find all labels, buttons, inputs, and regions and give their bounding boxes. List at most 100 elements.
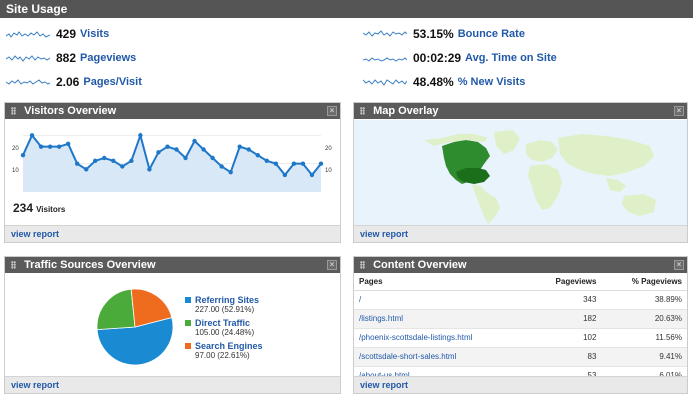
visitors-overview-title: Visitors Overview (24, 105, 117, 117)
pie-slice-referring-sites[interactable] (96, 317, 174, 366)
legend-item-referring-sites[interactable]: Referring Sites 227.00 (52.91%) (185, 295, 263, 314)
visitors-data-point[interactable] (282, 172, 288, 178)
page-link[interactable]: /listings.html (354, 309, 530, 329)
legend-name[interactable]: Direct Traffic (195, 318, 251, 328)
content-overview-footer: view report (354, 376, 687, 393)
close-icon[interactable]: × (674, 260, 684, 270)
map-region-asia[interactable] (558, 134, 654, 176)
visitors-data-point[interactable] (264, 158, 270, 164)
visitors-data-point[interactable] (65, 141, 71, 147)
metric-label[interactable]: Bounce Rate (457, 28, 525, 40)
visitors-data-point[interactable] (102, 155, 107, 161)
pie-slice-direct-traffic[interactable] (96, 288, 136, 331)
view-report-link[interactable]: view report (360, 229, 409, 239)
table-row: /scottsdale-short-sales.html 83 9.41% (354, 347, 687, 367)
visitors-data-point[interactable] (138, 133, 143, 138)
map-region-africa[interactable] (528, 164, 562, 210)
legend-name[interactable]: Search Engines (195, 341, 263, 351)
site-usage-section: Site Usage 429 Visits 882 Pageviews 2.06… (0, 0, 693, 98)
page-link[interactable]: / (354, 290, 530, 310)
visitors-data-point[interactable] (210, 155, 215, 161)
visitors-data-point[interactable] (300, 161, 306, 166)
legend-item-search-engines[interactable]: Search Engines 97.00 (22.61%) (185, 341, 263, 360)
view-report-link[interactable]: view report (11, 380, 60, 390)
visitors-data-point[interactable] (228, 169, 233, 175)
metric-label[interactable]: Visits (80, 28, 110, 40)
visitors-data-point[interactable] (111, 158, 116, 164)
column-header-pages[interactable]: Pages (354, 274, 530, 291)
view-report-link[interactable]: view report (11, 229, 60, 239)
visitors-data-point[interactable] (174, 147, 179, 152)
visitors-data-point[interactable] (84, 167, 89, 172)
map-region-usa[interactable] (456, 168, 490, 184)
visitors-overview-header[interactable]: Visitors Overview × (5, 103, 340, 119)
map-region-greenland[interactable] (494, 130, 520, 154)
metric-pages-per-visit[interactable]: 2.06 Pages/Visit (6, 72, 142, 92)
visitors-data-point[interactable] (120, 164, 125, 169)
visitors-data-point[interactable] (219, 164, 224, 169)
metric-new-visits[interactable]: 48.48% % New Visits (363, 72, 525, 92)
metric-label[interactable]: Pageviews (80, 52, 137, 64)
metric-label[interactable]: % New Visits (457, 76, 526, 88)
traffic-sources-panel: Traffic Sources Overview × Referring Sit… (4, 256, 341, 394)
map-region-australia[interactable] (622, 194, 656, 216)
visitors-data-point[interactable] (156, 150, 161, 155)
legend-name[interactable]: Referring Sites (195, 295, 260, 305)
legend-item-direct-traffic[interactable]: Direct Traffic 105.00 (24.48%) (185, 318, 263, 337)
visitors-data-point[interactable] (201, 147, 206, 152)
world-map[interactable] (354, 120, 687, 226)
visitors-data-point[interactable] (165, 144, 170, 149)
view-report-link[interactable]: view report (360, 380, 409, 390)
visitors-data-point[interactable] (309, 172, 315, 178)
visitors-data-point[interactable] (246, 147, 251, 152)
visitors-data-point[interactable] (29, 133, 35, 138)
page-link[interactable]: /scottsdale-short-sales.html (354, 347, 530, 367)
traffic-sources-header[interactable]: Traffic Sources Overview × (5, 257, 340, 273)
metric-label[interactable]: Avg. Time on Site (465, 52, 557, 64)
close-icon[interactable]: × (327, 260, 337, 270)
traffic-legend: Referring Sites 227.00 (52.91%) Direct T… (185, 295, 263, 364)
visitors-data-point[interactable] (183, 155, 188, 161)
metric-visits[interactable]: 429 Visits (6, 24, 109, 44)
column-header-pct-pageviews[interactable]: % Pageviews (601, 274, 687, 291)
metric-pageviews[interactable]: 882 Pageviews (6, 48, 136, 68)
drag-handle-icon[interactable] (11, 261, 16, 269)
metric-value: 429 (56, 27, 77, 41)
map-region-canada-north[interactable] (424, 134, 488, 146)
content-overview-title: Content Overview (373, 259, 467, 271)
visitors-data-point[interactable] (192, 138, 197, 144)
drag-handle-icon[interactable] (11, 107, 16, 115)
visitors-data-point[interactable] (237, 144, 242, 149)
visitors-data-point[interactable] (273, 161, 279, 166)
content-overview-header[interactable]: Content Overview × (354, 257, 687, 273)
map-region-europe[interactable] (526, 140, 558, 162)
close-icon[interactable]: × (327, 106, 337, 116)
visitors-data-point[interactable] (147, 167, 152, 172)
visitors-data-point[interactable] (318, 161, 324, 166)
visitors-data-point[interactable] (20, 152, 26, 158)
pct-cell: 11.56% (601, 328, 687, 348)
metric-bounce-rate[interactable]: 53.15% Bounce Rate (363, 24, 525, 44)
map-region-north-america[interactable] (442, 140, 490, 184)
visitors-data-point[interactable] (47, 144, 53, 149)
pie-slice-search-engines[interactable] (130, 288, 173, 328)
visitors-data-point[interactable] (93, 158, 98, 164)
column-header-pageviews[interactable]: Pageviews (529, 274, 602, 291)
visitors-data-point[interactable] (291, 161, 297, 166)
metric-avg-time[interactable]: 00:02:29 Avg. Time on Site (363, 48, 557, 68)
visitors-data-point[interactable] (38, 144, 44, 149)
pct-cell: 9.41% (601, 347, 687, 367)
visitors-data-point[interactable] (255, 152, 260, 158)
map-overlay-header[interactable]: Map Overlay × (354, 103, 687, 119)
map-region-southeast-asia[interactable] (606, 178, 626, 192)
page-link[interactable]: /phoenix-scottsdale-listings.html (354, 328, 530, 348)
visitors-data-point[interactable] (56, 144, 62, 149)
drag-handle-icon[interactable] (360, 261, 365, 269)
close-icon[interactable]: × (674, 106, 684, 116)
map-region-south-america[interactable] (472, 184, 500, 224)
drag-handle-icon[interactable] (360, 107, 365, 115)
metric-label[interactable]: Pages/Visit (83, 76, 142, 88)
visitors-data-point[interactable] (74, 161, 80, 166)
y-tick-label-right-mid: 10 (325, 168, 332, 174)
visitors-data-point[interactable] (129, 158, 134, 164)
